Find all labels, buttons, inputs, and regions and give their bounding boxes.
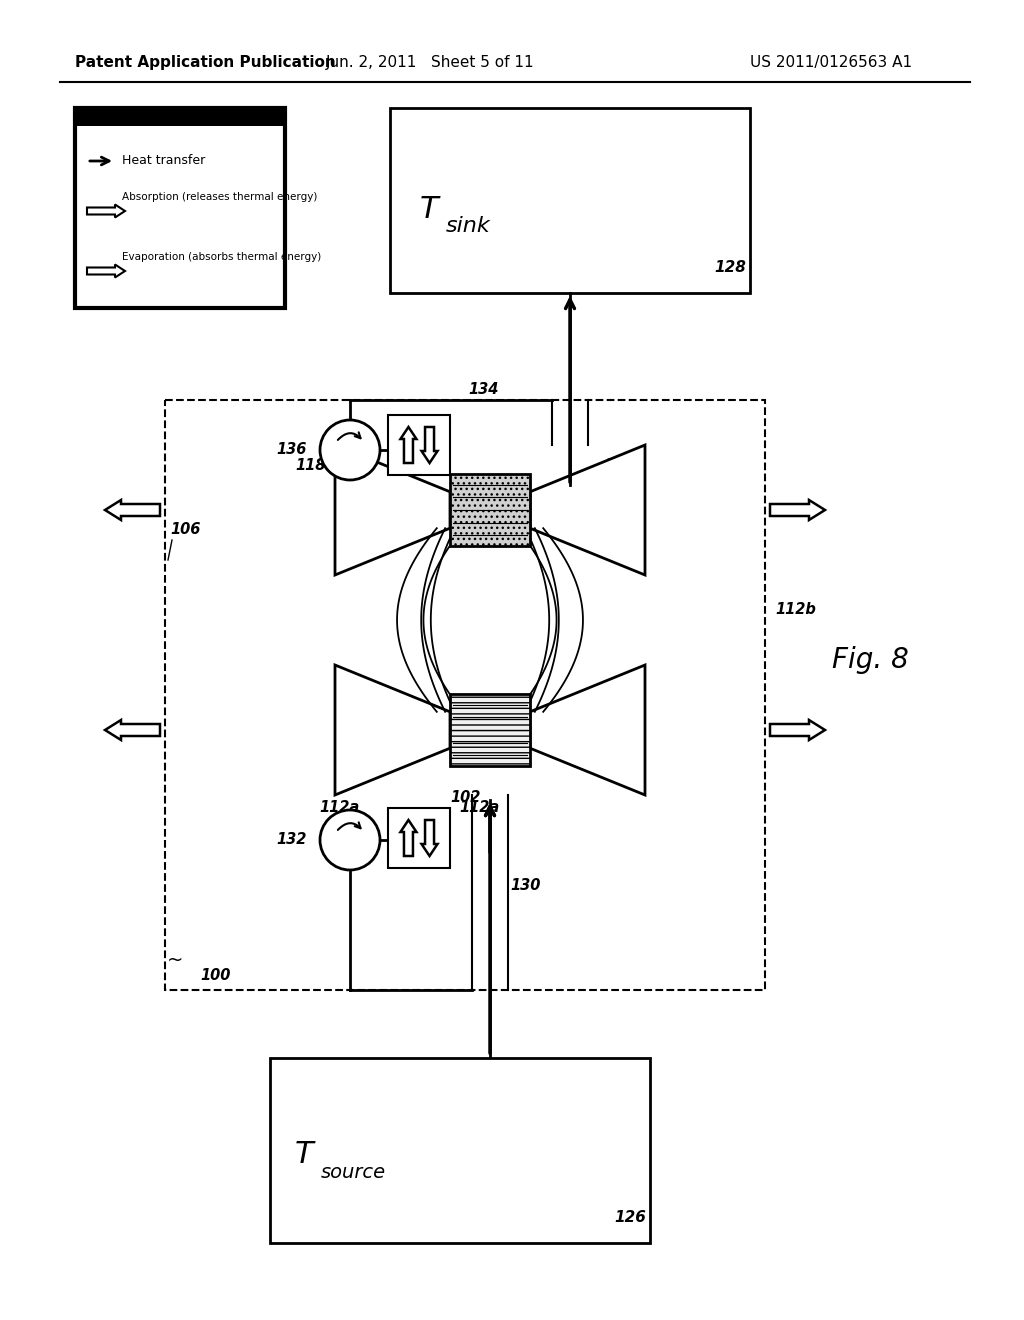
Text: 118a: 118a	[295, 458, 335, 473]
Text: T: T	[295, 1139, 313, 1168]
FancyArrow shape	[87, 205, 125, 218]
Text: 126: 126	[614, 1210, 646, 1225]
Text: 112b: 112b	[775, 602, 816, 618]
Polygon shape	[335, 445, 450, 576]
Text: 130: 130	[510, 878, 541, 892]
FancyArrow shape	[770, 500, 825, 520]
Polygon shape	[530, 665, 645, 795]
Bar	[165, 400, 765, 990]
Text: 134: 134	[468, 383, 499, 397]
Text: 112a: 112a	[319, 800, 360, 814]
FancyArrow shape	[400, 820, 417, 855]
Text: 118b: 118b	[604, 458, 645, 473]
Circle shape	[319, 420, 380, 480]
Text: source: source	[321, 1163, 386, 1181]
Bar	[270, 1059, 650, 1243]
Bar	[75, 108, 285, 125]
Text: T: T	[420, 195, 438, 224]
Text: ~: ~	[167, 950, 183, 969]
FancyArrow shape	[422, 426, 437, 463]
Text: 100: 100	[200, 968, 230, 982]
Bar	[390, 108, 750, 293]
Text: 136: 136	[276, 442, 307, 458]
Bar	[388, 414, 450, 475]
Text: 132: 132	[276, 833, 307, 847]
Text: 112a: 112a	[460, 800, 500, 814]
Text: US 2011/0126563 A1: US 2011/0126563 A1	[750, 54, 912, 70]
FancyArrow shape	[87, 264, 125, 277]
Text: 102: 102	[450, 789, 480, 805]
Text: sink: sink	[446, 215, 490, 236]
FancyArrow shape	[105, 719, 160, 741]
FancyArrow shape	[770, 719, 825, 741]
FancyArrow shape	[422, 820, 437, 855]
Text: Patent Application Publication: Patent Application Publication	[75, 54, 336, 70]
Bar	[388, 808, 450, 869]
Text: Heat transfer: Heat transfer	[122, 154, 205, 168]
Text: Fig. 8: Fig. 8	[831, 645, 908, 675]
Text: Evaporation (absorbs thermal energy): Evaporation (absorbs thermal energy)	[122, 252, 322, 261]
Circle shape	[319, 810, 380, 870]
Polygon shape	[335, 665, 450, 795]
Polygon shape	[450, 693, 530, 767]
FancyArrow shape	[400, 426, 417, 463]
Text: Absorption (releases thermal energy): Absorption (releases thermal energy)	[122, 191, 317, 202]
Text: 106: 106	[170, 523, 201, 537]
Polygon shape	[530, 445, 645, 576]
Text: 104: 104	[490, 483, 520, 498]
Text: 128: 128	[714, 260, 745, 275]
Text: Jun. 2, 2011   Sheet 5 of 11: Jun. 2, 2011 Sheet 5 of 11	[326, 54, 535, 70]
FancyArrow shape	[105, 500, 160, 520]
Polygon shape	[450, 474, 530, 546]
Bar	[75, 108, 285, 308]
